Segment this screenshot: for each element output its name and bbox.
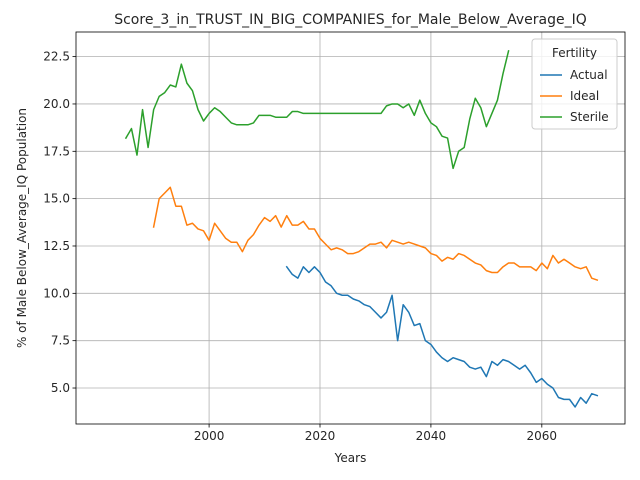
y-tick-label: 7.5 xyxy=(51,334,70,348)
y-tick-label: 5.0 xyxy=(51,381,70,395)
x-axis-label: Years xyxy=(334,451,367,465)
series-line-actual xyxy=(285,265,599,408)
legend-box xyxy=(531,38,618,130)
legend-items: Actual Ideal Sterile xyxy=(540,68,609,124)
y-axis-label: % of Male Below_Average_IQ Population xyxy=(15,108,29,348)
legend: Fertility Actual Ideal Sterile xyxy=(531,38,618,130)
legend-title: Fertility xyxy=(552,46,597,60)
x-tick-label: 2000 xyxy=(194,429,225,443)
x-tick-label: 2060 xyxy=(527,429,558,443)
y-tick-label: 10.0 xyxy=(43,286,70,300)
legend-label-ideal: Ideal xyxy=(570,89,599,103)
legend-label-sterile: Sterile xyxy=(570,110,609,124)
plot-frame xyxy=(75,31,626,425)
series-lines xyxy=(124,50,599,408)
y-tick-label: 15.0 xyxy=(43,192,70,206)
y-tick-label: 17.5 xyxy=(43,144,70,158)
legend-label-actual: Actual xyxy=(570,68,608,82)
axis-ticks: 2000 2020 2040 2060 5.0 7.5 10.0 12.5 15.0 17.5 20… xyxy=(43,50,557,443)
series-line-sterile xyxy=(124,50,510,170)
x-tick-label: 2040 xyxy=(416,429,447,443)
y-tick-label: 22.5 xyxy=(43,50,70,64)
x-tick-label: 2020 xyxy=(305,429,336,443)
series-line-ideal xyxy=(152,186,599,282)
chart-title: Score_3_in_TRUST_IN_BIG_COMPANIES_for_Ma… xyxy=(114,12,587,28)
y-tick-label: 12.5 xyxy=(43,239,70,253)
y-tick-label: 20.0 xyxy=(43,97,70,111)
